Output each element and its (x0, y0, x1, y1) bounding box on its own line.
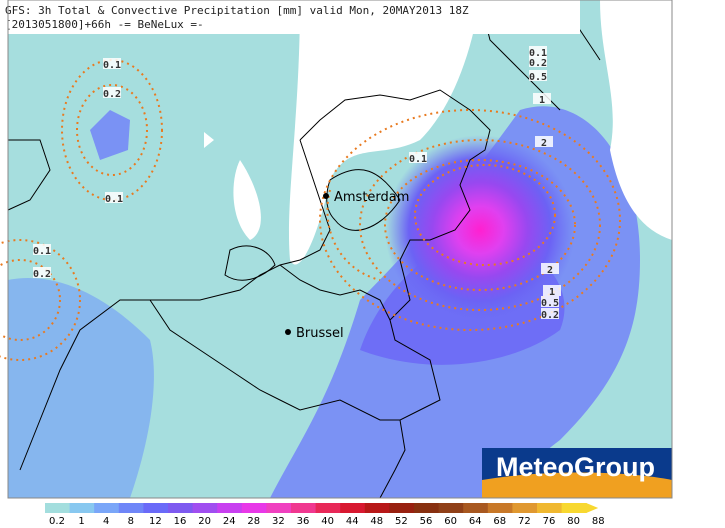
logo-swoosh (482, 472, 672, 498)
contour-label: 0.1 (33, 246, 51, 257)
contour-label-bg (33, 244, 51, 255)
colorbar: 0.2 1 4 8 12 16 20 24 28 32 36 40 44 48 52 56 60 64 68 72 76… (45, 503, 605, 527)
colorbar-swatch (69, 503, 95, 513)
colorbar-swatch (438, 503, 464, 513)
colorbar-swatch (168, 503, 194, 513)
colorbar-label: 80 (567, 516, 580, 527)
contour-label: 0.1 (409, 154, 427, 165)
colorbar-label: 48 (370, 516, 383, 527)
contour-label: 0.1 (529, 48, 547, 59)
colorbar-swatch (414, 503, 440, 513)
colorbar-swatch (487, 503, 513, 513)
header-line: GFS: 3h Total & Convective Precipitation… (5, 4, 469, 17)
contour-label-bg (409, 152, 427, 163)
colorbar-label: 8 (128, 516, 134, 527)
city-label: Amsterdam (334, 190, 409, 205)
colorbar-label: 20 (198, 516, 211, 527)
dry-area (600, 0, 672, 240)
colorbar-swatch (340, 503, 366, 513)
colorbar-swatch (192, 503, 218, 513)
colorbar-swatch (217, 503, 243, 513)
colorbar-label: 56 (420, 516, 433, 527)
contour-label: 1 (549, 287, 555, 298)
contour-label: 2 (541, 138, 547, 149)
contour-label-bg (529, 70, 547, 81)
colorbar-label: 44 (346, 516, 359, 527)
colorbar-label: 0.2 (49, 516, 65, 527)
contour-label: 0.2 (33, 269, 51, 280)
colorbar-swatch (241, 503, 267, 513)
colorbar-label: 88 (592, 516, 605, 527)
colorbar-swatch (537, 503, 563, 513)
header-box (0, 0, 580, 34)
precip-area (90, 110, 130, 160)
contour-label-bg (105, 192, 123, 203)
contour-label: 0.1 (103, 60, 121, 71)
colorbar-swatch (512, 503, 538, 513)
header-line: [2013051800]+66h -= BeNeLux =- (5, 18, 204, 31)
contour-label: 0.2 (541, 310, 559, 321)
contour-label: 2 (547, 265, 553, 276)
city-marker (285, 329, 291, 335)
dry-area (233, 160, 261, 240)
colorbar-label: 64 (469, 516, 482, 527)
colorbar-label: 76 (543, 516, 556, 527)
colorbar-label: 32 (272, 516, 285, 527)
colorbar-swatch (561, 503, 587, 513)
colorbar-label: 52 (395, 516, 408, 527)
contour-label: 1 (539, 95, 545, 106)
colorbar-label: 68 (493, 516, 506, 527)
contour-label-bg (33, 267, 51, 278)
precip-core (385, 135, 575, 325)
colorbar-label: 16 (174, 516, 187, 527)
contour-label-bg (541, 263, 559, 274)
contour-label-bg (103, 87, 121, 98)
colorbar-swatch (143, 503, 169, 513)
contour-label: 0.2 (529, 58, 547, 69)
contour-label-bg (103, 58, 121, 69)
colorbar-label: 28 (247, 516, 260, 527)
colorbar-label: 72 (518, 516, 531, 527)
contour-label: 0.5 (541, 298, 559, 309)
contour-label-bg (543, 285, 561, 296)
contour-label-bg (541, 308, 559, 319)
colorbar-label: 36 (297, 516, 310, 527)
dry-area (288, 0, 480, 265)
contour-label: 0.2 (103, 89, 121, 100)
dry-area (204, 132, 214, 148)
precip-area (8, 278, 154, 498)
colorbar-swatch (389, 503, 415, 513)
colorbar-arrow (586, 503, 599, 513)
city-label: Brussel (296, 326, 344, 341)
colorbar-label: 40 (321, 516, 334, 527)
colorbar-label: 60 (444, 516, 457, 527)
frame (7, 0, 673, 499)
contour-label-bg (529, 56, 547, 67)
colorbar-swatch (266, 503, 292, 513)
colorbar-swatch (364, 503, 390, 513)
contour-label-bg (541, 296, 559, 307)
colorbar-label: 24 (223, 516, 236, 527)
colorbar-swatch (315, 503, 341, 513)
contour-label: 0.5 (529, 72, 547, 83)
contours (0, 59, 621, 361)
contour-label-bg (535, 136, 553, 147)
colorbar-swatch (463, 503, 489, 513)
contour-label-bg (533, 93, 551, 104)
colorbar-label: 12 (149, 516, 162, 527)
colorbar-swatch (94, 503, 120, 513)
city-marker (323, 193, 329, 199)
colorbar-swatch (118, 503, 144, 513)
colorbar-swatch (291, 503, 317, 513)
colorbar-label: 4 (103, 516, 109, 527)
contour-label: 0.1 (105, 194, 123, 205)
contour-label-bg (529, 46, 547, 57)
colorbar-label: 1 (78, 516, 84, 527)
colorbar-swatch (45, 503, 71, 513)
logo-text: MeteoGroup (496, 452, 655, 482)
